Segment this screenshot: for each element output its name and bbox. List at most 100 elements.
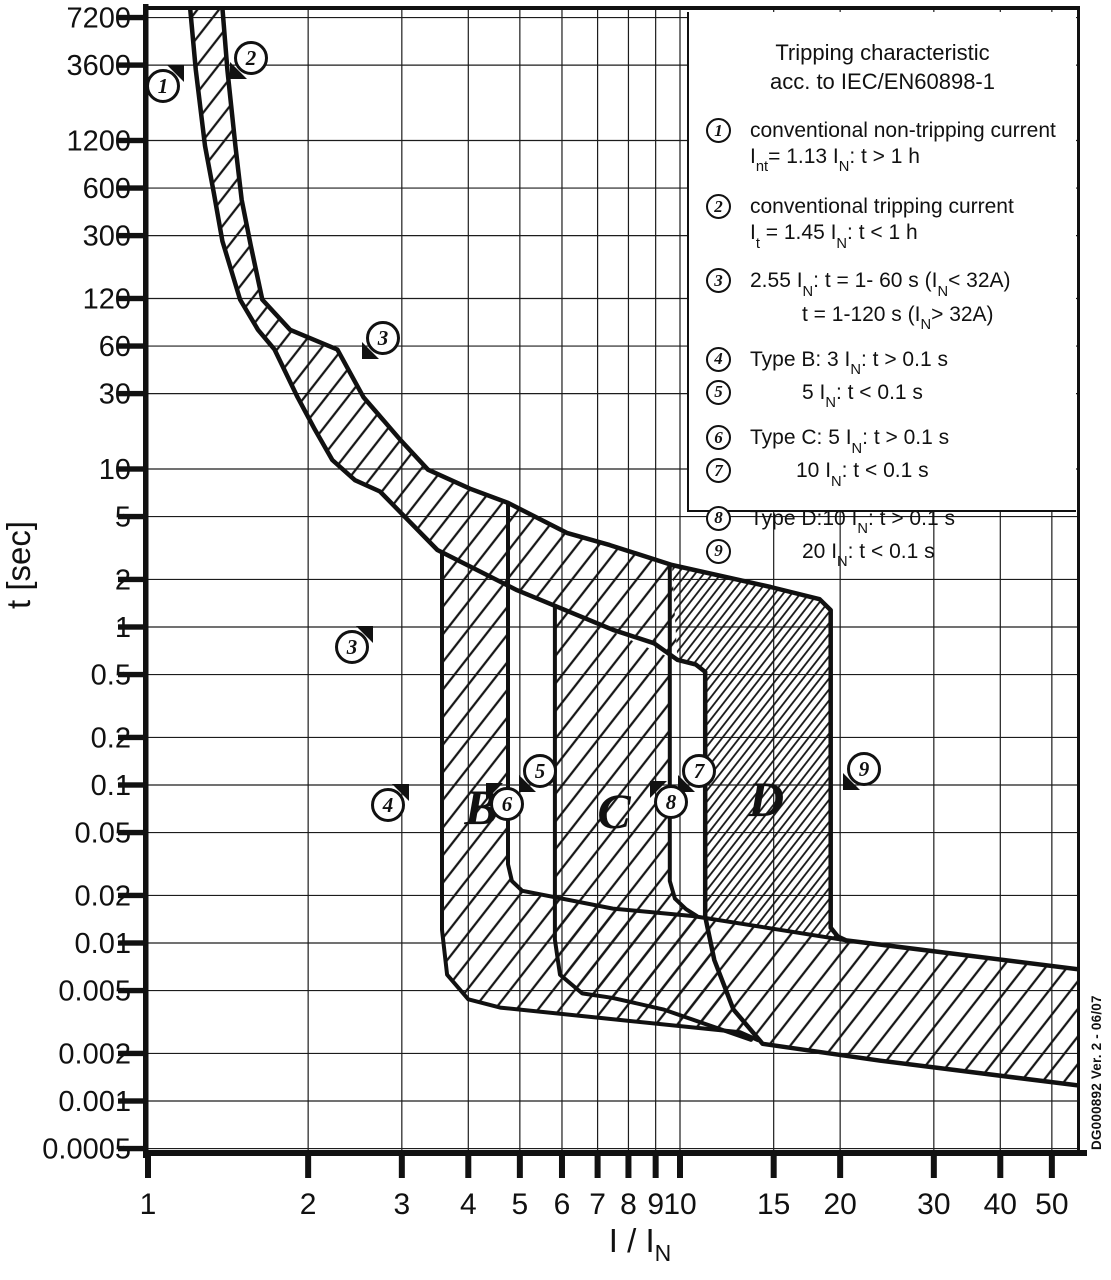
- marker-wedge-3: [362, 342, 379, 359]
- y-tick-30: [118, 390, 148, 397]
- marker-number-4: 4: [382, 793, 394, 817]
- marker-circle-8: [654, 785, 688, 819]
- marker-circle-7: [682, 754, 716, 788]
- x-tick-9: [652, 1152, 659, 1178]
- band-type-c-band: [554, 605, 751, 1040]
- marker-number-3: 3: [377, 326, 389, 350]
- legend-row-11: 8 Type D:10 IN: t > 0.1 s: [689, 505, 1076, 539]
- legend-items: 1 conventional non-tripping current Int= 1…: [689, 118, 1076, 572]
- marker-number-2: 2: [245, 46, 257, 70]
- marker-wedge-9: [843, 773, 860, 790]
- marker-circle-4: [371, 788, 405, 822]
- y-tick-label-0.01: 0.01: [75, 928, 131, 960]
- y-tick-label-2: 2: [115, 564, 131, 596]
- y-tick-60: [118, 343, 148, 349]
- document-code: DG000892 Ver. 2 - 06/07: [1089, 995, 1104, 1150]
- y-tick-5: [118, 513, 148, 520]
- y-tick-10: [118, 466, 148, 472]
- y-tick-600: [118, 185, 148, 191]
- x-tick-2: [305, 1152, 312, 1178]
- legend-badge-spacer: [706, 302, 731, 303]
- y-tick-label-3600: 3600: [66, 50, 131, 82]
- axes: [118, 4, 1087, 1178]
- y-tick-label-60: 60: [99, 331, 131, 363]
- x-tick-label-1: 1: [140, 1188, 157, 1221]
- marker-circle-6: [490, 787, 524, 821]
- x-tick-label-7: 7: [589, 1188, 606, 1221]
- y-tick-0.002: [118, 1050, 148, 1057]
- legend-row-4: It = 1.45 IN: t < 1 h: [689, 220, 1076, 253]
- marker-wedge-8: [650, 781, 667, 798]
- x-tick-label-9: 9: [647, 1188, 664, 1221]
- x-axis-line: [143, 1150, 1087, 1156]
- marker-number-8: 8: [666, 790, 677, 814]
- characteristic-curves: [187, 6, 1080, 1088]
- marker-wedge-7: [678, 775, 695, 792]
- marker-number-5: 5: [535, 759, 546, 783]
- y-axis-title: t [sec]: [0, 521, 37, 609]
- marker-wedge-1: [167, 65, 184, 82]
- y-tick-label-0.0005: 0.0005: [42, 1134, 131, 1166]
- legend-row-12: 9 20 IN: t < 0.1 s: [689, 538, 1076, 572]
- y-tick-label-0.1: 0.1: [91, 770, 131, 802]
- legend-badge-9: 9: [706, 538, 731, 564]
- y-tick-0.005: [118, 987, 148, 994]
- y-tick-0.1: [118, 782, 148, 788]
- x-axis-title: I / IN: [609, 1222, 671, 1266]
- marker-wedge-4: [392, 784, 409, 801]
- y-tick-0.5: [118, 671, 148, 678]
- marker-number-3: 3: [346, 635, 358, 659]
- y-tick-0.2: [118, 734, 148, 741]
- y-tick-0.05: [118, 829, 148, 836]
- y-tick-2: [118, 576, 148, 583]
- y-tick-7200: [118, 14, 148, 21]
- legend-text: It = 1.45 IN: t < 1 h: [750, 221, 918, 252]
- x-tick-label-3: 3: [393, 1188, 410, 1221]
- legend-row-5: 3 2.55 IN: t = 1- 60 s (IN< 32A): [689, 268, 1076, 301]
- legend-badge-5: 5: [706, 379, 731, 405]
- x-tick-6: [558, 1152, 565, 1178]
- x-tick-50: [1048, 1152, 1055, 1178]
- legend-badge-spacer: [706, 220, 731, 221]
- legend-title-line1: Tripping characteristic: [775, 40, 990, 65]
- y-tick-1200: [118, 137, 148, 144]
- x-tick-7: [594, 1152, 601, 1178]
- x-tick-4: [465, 1152, 472, 1178]
- marker-circle-9: [847, 752, 881, 786]
- legend-title: Tripping characteristic acc. to IEC/EN60…: [689, 38, 1076, 96]
- x-tick-40: [997, 1152, 1004, 1178]
- legend-badge-1: 1: [706, 118, 731, 143]
- legend-badge-8: 8: [706, 505, 731, 531]
- y-tick-1: [118, 624, 148, 630]
- legend-text: Type B: 3 IN: t > 0.1 s: [750, 347, 948, 379]
- x-tick-label-15: 15: [757, 1188, 790, 1221]
- legend-badge-3: 3: [706, 268, 731, 294]
- region-letter-D: D: [747, 771, 784, 827]
- curve-upper-tripping-boundary: [220, 6, 1080, 972]
- y-tick-label-0.02: 0.02: [75, 880, 131, 912]
- x-tick-label-30: 30: [917, 1188, 950, 1221]
- x-tick-label-2: 2: [300, 1188, 317, 1221]
- legend-row-9: 6 Type C: 5 IN: t > 0.1 s: [689, 425, 1076, 458]
- marker-wedge-6: [486, 783, 503, 800]
- tolerance-bands: [190, 7, 1080, 1086]
- marker-wedge-5: [519, 775, 536, 792]
- x-tick-label-20: 20: [823, 1188, 856, 1221]
- legend-text: 5 IN: t < 0.1 s: [802, 380, 923, 412]
- legend-text: Type D:10 IN: t > 0.1 s: [750, 506, 955, 537]
- legend-text: conventional tripping current: [750, 195, 1014, 219]
- legend-badge-4: 4: [706, 346, 731, 372]
- legend-badge-7: 7: [706, 458, 731, 484]
- x-tick-label-50: 50: [1035, 1188, 1068, 1221]
- legend-text: 2.55 IN: t = 1- 60 s (IN< 32A): [750, 269, 1011, 300]
- legend-box: Tripping characteristic acc. to IEC/EN60…: [687, 12, 1076, 570]
- y-tick-label-5: 5: [115, 502, 131, 534]
- y-tick-label-300: 300: [83, 221, 131, 253]
- y-tick-120: [118, 295, 148, 302]
- x-tick-1: [145, 1152, 151, 1178]
- y-tick-label-0.5: 0.5: [91, 660, 131, 692]
- x-tick-20: [837, 1152, 844, 1178]
- plot-right-border: [1077, 6, 1080, 1156]
